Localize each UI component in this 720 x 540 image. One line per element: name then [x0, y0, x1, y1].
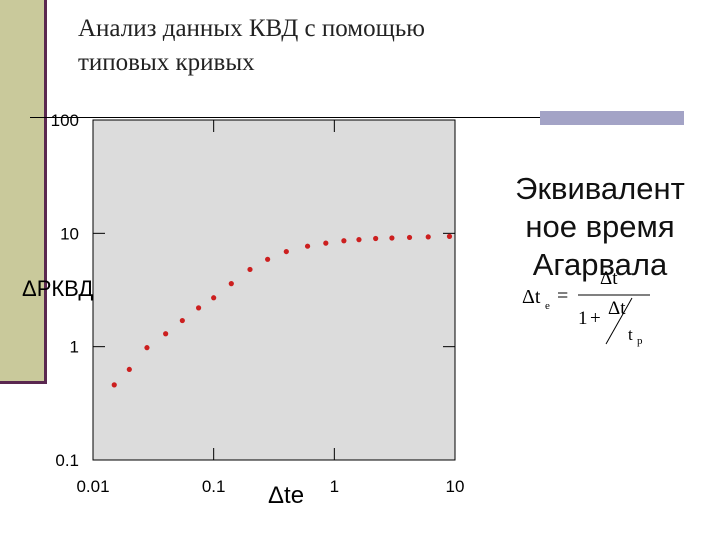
y-axis-label: ΔPКВД — [22, 276, 93, 301]
formula-numerator: Δt — [600, 268, 618, 289]
formula-lhs-sub: e — [545, 300, 550, 312]
y-tick-label: 10 — [60, 224, 79, 243]
title-rule — [30, 117, 682, 118]
data-point — [323, 240, 329, 246]
side-title-line-1: Эквивалент — [515, 171, 685, 206]
formula-inner-den-sub: p — [637, 335, 643, 347]
axis-ticks — [92, 119, 456, 461]
formula-inner-den: t — [628, 325, 633, 344]
data-point — [341, 238, 347, 244]
data-point — [373, 235, 379, 242]
accent-block — [540, 111, 684, 125]
data-point — [179, 317, 185, 324]
side-title-line-2: ное время — [525, 209, 675, 244]
slide-title-line-2: типовых кривых — [78, 49, 255, 76]
plot-area — [92, 119, 456, 461]
data-point — [111, 382, 117, 388]
y-tick-label: 0.1 — [55, 451, 79, 470]
formula-den-one: 1 — [578, 308, 588, 329]
data-point — [144, 345, 150, 351]
formula-inner-numerator: Δt — [608, 298, 626, 319]
left-decor-edge — [44, 0, 47, 384]
data-point — [446, 233, 453, 239]
data-point — [247, 266, 253, 273]
x-tick-label: 0.1 — [202, 477, 226, 496]
data-point — [406, 234, 413, 241]
agarwal-formula: Δt e = Δt 1 + Δt t p — [522, 268, 650, 347]
formula-equals: = — [557, 285, 568, 307]
data-points — [111, 233, 453, 388]
y-tick-label: 100 — [51, 111, 79, 130]
data-point — [163, 331, 169, 337]
x-tick-label: 0.01 — [76, 477, 109, 496]
data-point — [389, 235, 395, 241]
x-tick-label: 1 — [330, 477, 339, 496]
data-point — [304, 243, 311, 249]
data-point — [228, 281, 234, 287]
x-tick-label: 10 — [446, 477, 465, 496]
slide-title-line-1: Анализ данных КВД с помощью — [78, 15, 425, 42]
y-tick-label: 1 — [70, 338, 79, 357]
data-point — [126, 366, 132, 373]
x-axis-label: Δte — [268, 482, 304, 509]
formula-slash — [605, 297, 633, 345]
side-title-line-3: Агарвала — [532, 247, 668, 282]
slide-title: Анализ данных КВД с помощью типовых крив… — [78, 12, 538, 80]
data-point — [211, 295, 217, 301]
tick-labels: 0.01 0.1 1 10 0.1 1 10 100 — [51, 111, 465, 496]
left-decor-bottom — [0, 381, 47, 384]
side-title: Эквивалент ное время Агарвала — [490, 170, 710, 284]
data-point — [425, 234, 431, 240]
data-point — [283, 248, 289, 255]
data-point — [265, 256, 271, 262]
formula-den-plus: + — [590, 308, 601, 329]
data-point — [195, 305, 202, 311]
data-point — [356, 237, 362, 243]
formula-lhs: Δt — [522, 286, 541, 308]
left-decor-bar — [0, 0, 46, 384]
